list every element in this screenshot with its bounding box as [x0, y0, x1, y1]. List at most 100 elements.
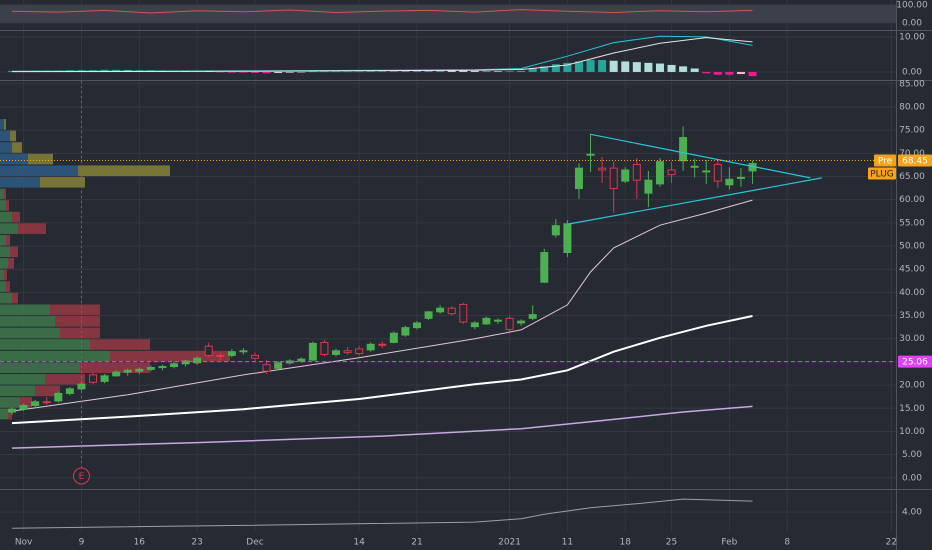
candle-body — [54, 392, 63, 402]
candle-body — [713, 163, 722, 182]
x-tick-label: 16 — [134, 538, 146, 548]
volume-profile-up — [0, 385, 35, 397]
candle-body — [621, 169, 630, 182]
y-tick-label: 70.00 — [899, 149, 925, 159]
volume-profile-up — [0, 397, 20, 408]
candle-body — [679, 137, 688, 162]
volume-profile-down — [110, 350, 230, 362]
event-label: E — [79, 472, 85, 482]
candle-body — [540, 252, 549, 283]
labels: Nov 9 16 23 Dec 14 21 2021 11 18 25 Feb 8 22 100.00 0.0… — [15, 1, 932, 548]
histogram-bar — [517, 70, 526, 72]
y-tick-label: 40.00 — [899, 288, 925, 298]
y-tick-label: 60.00 — [899, 195, 925, 205]
volume-profile-up — [0, 350, 110, 362]
x-tick-label: 14 — [353, 538, 365, 548]
volume-profile-down — [12, 211, 20, 223]
candle-body — [89, 374, 98, 383]
indicator-line — [11, 37, 753, 73]
histogram-bar — [297, 71, 306, 73]
y-tick-label: 4.00 — [902, 508, 922, 518]
candle-body — [297, 358, 306, 362]
histogram-bar — [644, 62, 653, 72]
candle-body — [42, 401, 51, 404]
candle-body — [320, 341, 329, 355]
candle-body — [204, 345, 213, 356]
histogram-bar — [632, 62, 641, 72]
candle-body — [436, 307, 445, 313]
histogram-bar — [308, 71, 317, 73]
histogram-bar — [378, 71, 387, 72]
volume-profile-up — [0, 153, 28, 165]
volume-profile-up — [0, 374, 45, 385]
y-tick-label: 0.00 — [902, 18, 922, 28]
histogram-bar — [528, 68, 537, 72]
histogram-bar — [285, 71, 294, 73]
candle-body — [609, 167, 618, 190]
candle-body — [505, 317, 514, 330]
volume-profile-up — [0, 211, 12, 223]
y-tick-label: 30.00 — [899, 334, 925, 344]
histogram-bar — [667, 64, 676, 72]
candle-body — [170, 363, 179, 368]
candle-body — [401, 327, 410, 336]
histogram-bar — [655, 63, 664, 72]
volume-profile-down — [8, 408, 12, 420]
x-tick-label: 21 — [411, 538, 422, 548]
histogram-bar — [690, 68, 699, 72]
candle-body — [447, 307, 456, 315]
volume-profile-down — [55, 316, 100, 327]
candle-body — [482, 317, 491, 325]
histogram-bar — [412, 70, 421, 72]
candle-body — [389, 332, 398, 343]
indicator-line — [11, 315, 753, 425]
volume-profile-down — [6, 200, 9, 211]
histogram-bar — [621, 61, 630, 72]
candle-body — [112, 371, 121, 377]
volume-profile-down — [28, 153, 53, 165]
volume-profile-down — [4, 269, 7, 281]
y-tick-label: 75.00 — [899, 126, 925, 136]
volume-profile-down — [4, 119, 6, 130]
histogram-bar — [320, 71, 329, 73]
x-tick-label: 25 — [666, 538, 677, 548]
y-tick-label: 65.00 — [899, 172, 925, 182]
y-tick-label: 0.00 — [902, 473, 922, 483]
y-tick-label: 0.00 — [902, 67, 922, 77]
candle-body — [378, 343, 387, 346]
volume-profile-down — [50, 304, 100, 316]
y-tick-label: 45.00 — [899, 265, 925, 275]
candle-body — [135, 368, 144, 372]
histogram-bar — [274, 71, 283, 73]
candle-body — [274, 362, 283, 369]
histogram-bar — [563, 62, 572, 72]
volume-profile-up — [0, 327, 60, 339]
histogram-bar — [586, 60, 595, 72]
volume-profile-up — [0, 119, 4, 130]
histogram-bar — [609, 60, 618, 72]
histogram-bar — [227, 71, 236, 73]
candle-body — [216, 354, 225, 357]
histogram-bar — [470, 70, 479, 72]
volume-profile-down — [45, 374, 85, 385]
volume-profile-up — [0, 292, 12, 304]
volume-profile-down — [12, 292, 18, 304]
volume-profile-down — [35, 385, 60, 397]
candle-body — [123, 369, 132, 373]
volume-profile-up — [0, 316, 55, 327]
volume-profile-up — [0, 269, 4, 281]
candle-body — [563, 223, 572, 254]
volume-profile-up — [0, 408, 8, 420]
price-tag-label: Pre — [878, 156, 893, 166]
candle-body — [517, 320, 526, 324]
price-tag-value: 68.45 — [902, 156, 928, 166]
price-tag — [898, 355, 932, 368]
histogram-bar — [401, 70, 410, 72]
x-tick-label: Feb — [721, 538, 737, 548]
marks — [0, 5, 896, 529]
y-tick-label: 85.00 — [899, 79, 925, 89]
volume-profile-down — [4, 188, 6, 200]
x-tick-label: 23 — [191, 538, 202, 548]
